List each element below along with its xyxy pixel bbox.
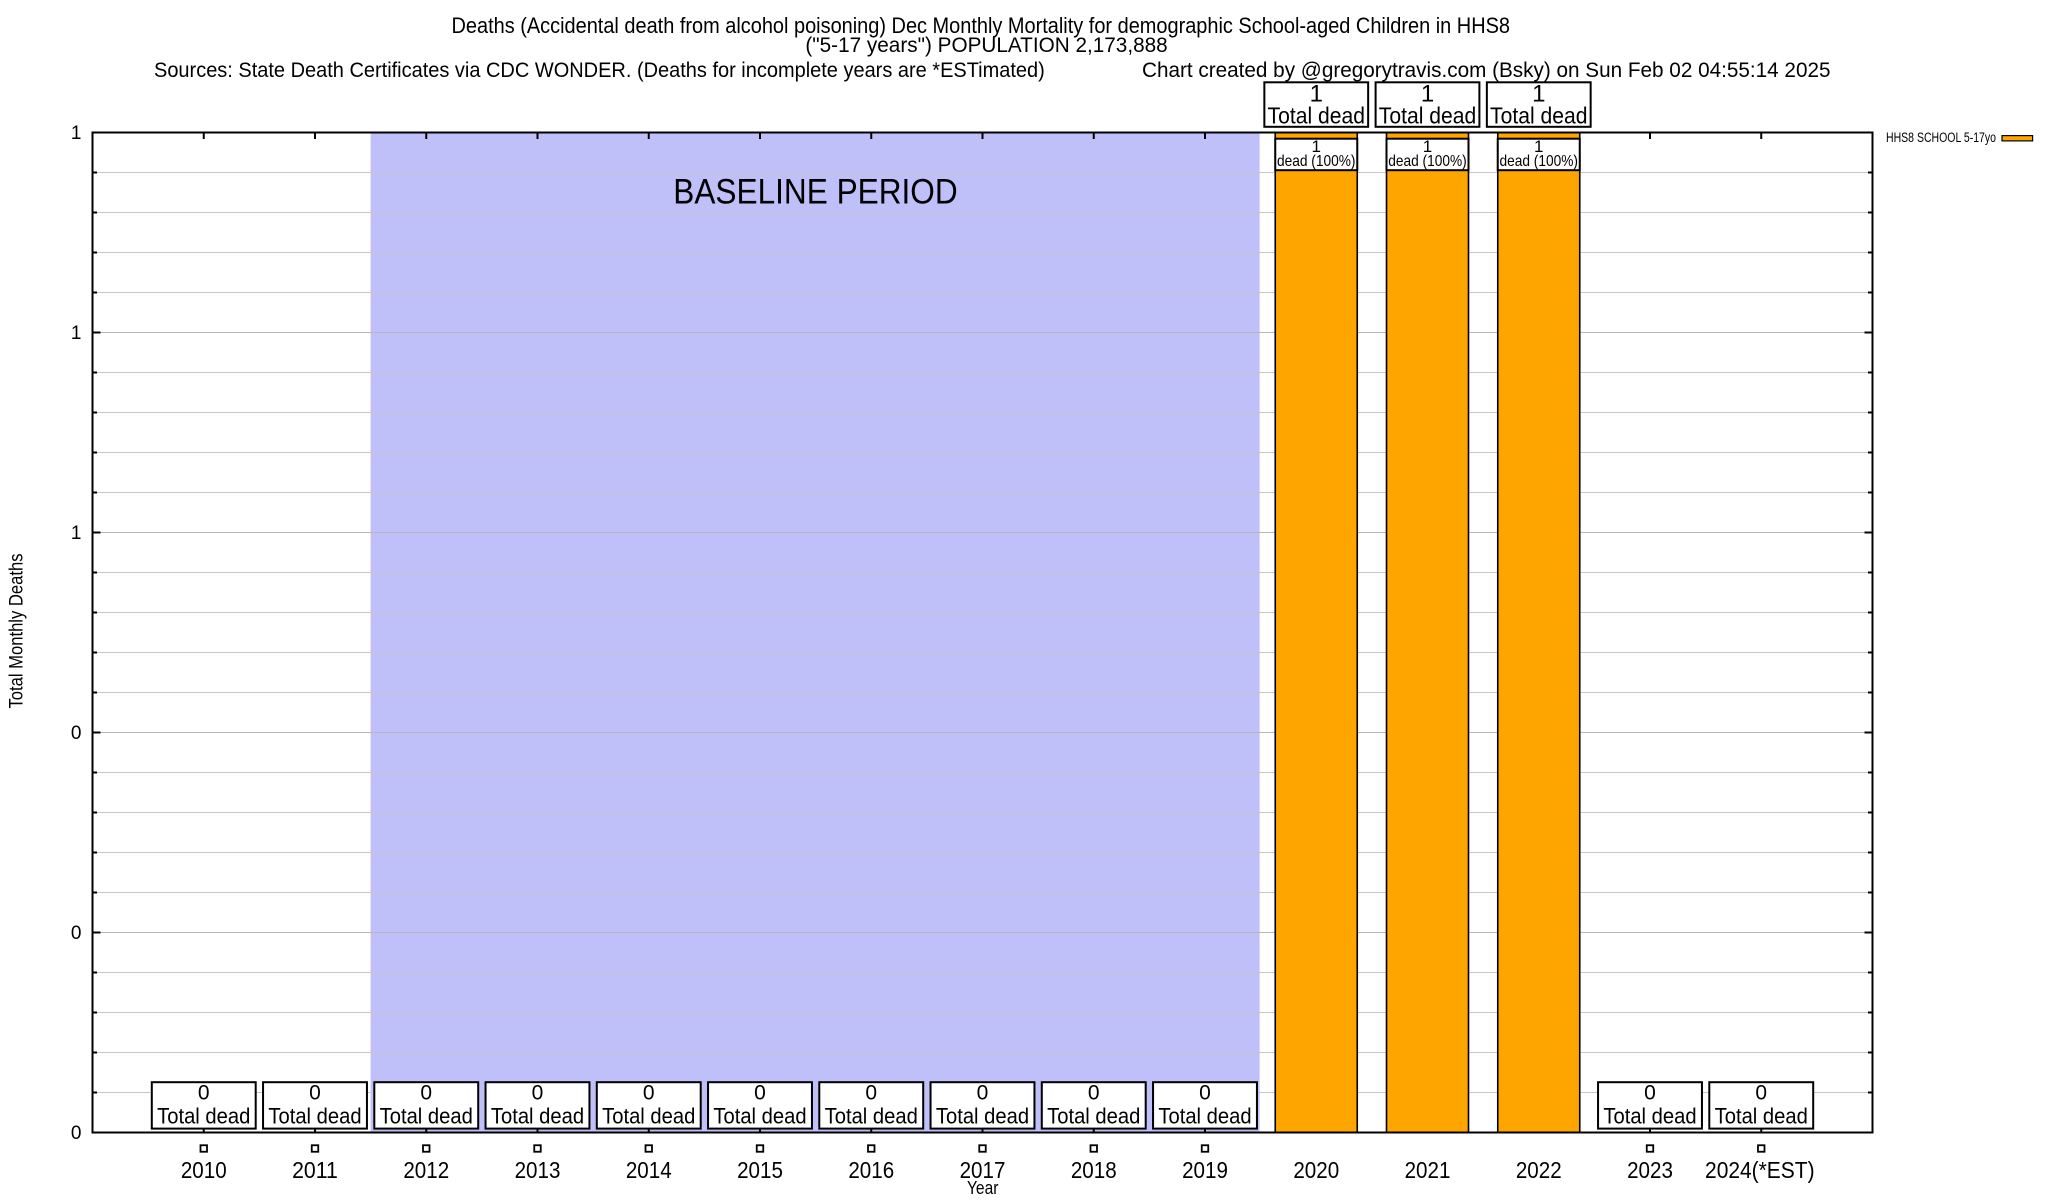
svg-text:Total dead: Total dead bbox=[157, 1104, 250, 1129]
svg-text:2011: 2011 bbox=[292, 1157, 338, 1183]
svg-text:1: 1 bbox=[71, 523, 82, 544]
svg-text:2019: 2019 bbox=[1182, 1157, 1228, 1183]
svg-text:Sources: State Death Certifica: Sources: State Death Certificates via CD… bbox=[154, 58, 1045, 82]
svg-text:0: 0 bbox=[71, 1123, 82, 1144]
svg-text:2023: 2023 bbox=[1627, 1157, 1673, 1183]
svg-text:2010: 2010 bbox=[181, 1157, 227, 1183]
svg-text:2015: 2015 bbox=[737, 1157, 783, 1183]
svg-text:BASELINE PERIOD: BASELINE PERIOD bbox=[673, 173, 957, 212]
svg-text:Total dead: Total dead bbox=[380, 1104, 473, 1129]
svg-text:0: 0 bbox=[71, 723, 82, 744]
svg-text:1: 1 bbox=[71, 323, 82, 344]
svg-text:2022: 2022 bbox=[1516, 1157, 1562, 1183]
svg-text:2012: 2012 bbox=[403, 1157, 449, 1183]
svg-text:2018: 2018 bbox=[1071, 1157, 1117, 1183]
svg-text:1: 1 bbox=[1532, 81, 1545, 108]
svg-text:Total dead: Total dead bbox=[1158, 1104, 1251, 1129]
svg-text:HHS8 SCHOOL 5-17yo: HHS8 SCHOOL 5-17yo bbox=[1886, 130, 1996, 145]
svg-text:Total dead: Total dead bbox=[825, 1104, 918, 1129]
svg-text:2016: 2016 bbox=[848, 1157, 894, 1183]
svg-text:0: 0 bbox=[71, 923, 82, 944]
svg-text:1: 1 bbox=[1312, 137, 1321, 156]
svg-text:Total dead: Total dead bbox=[713, 1104, 806, 1129]
svg-text:0: 0 bbox=[198, 1082, 210, 1105]
svg-text:("5-17 years") POPULATION 2,17: ("5-17 years") POPULATION 2,173,888 bbox=[805, 33, 1167, 57]
svg-text:Total dead: Total dead bbox=[268, 1104, 361, 1129]
svg-text:Total dead: Total dead bbox=[1268, 103, 1365, 129]
svg-text:2017: 2017 bbox=[960, 1157, 1006, 1183]
svg-text:1: 1 bbox=[1534, 137, 1543, 156]
svg-text:0: 0 bbox=[865, 1082, 877, 1105]
svg-text:Total dead: Total dead bbox=[1047, 1104, 1140, 1129]
svg-text:2014: 2014 bbox=[626, 1157, 672, 1183]
svg-text:Total dead: Total dead bbox=[1715, 1104, 1808, 1129]
svg-text:1: 1 bbox=[71, 123, 82, 144]
svg-text:0: 0 bbox=[754, 1082, 766, 1105]
svg-text:dead (100%): dead (100%) bbox=[1277, 153, 1356, 170]
svg-text:1: 1 bbox=[1423, 137, 1432, 156]
svg-text:2021: 2021 bbox=[1405, 1157, 1451, 1183]
svg-text:0: 0 bbox=[977, 1082, 989, 1105]
svg-text:Total dead: Total dead bbox=[1603, 1104, 1696, 1129]
svg-text:1: 1 bbox=[1421, 81, 1434, 108]
svg-text:Chart created by @gregorytravi: Chart created by @gregorytravis.com (Bsk… bbox=[1142, 58, 1831, 82]
svg-text:0: 0 bbox=[1755, 1082, 1767, 1105]
svg-text:2013: 2013 bbox=[515, 1157, 561, 1183]
svg-text:Total dead: Total dead bbox=[936, 1104, 1029, 1129]
svg-text:dead (100%): dead (100%) bbox=[1388, 153, 1467, 170]
svg-text:2024(*EST): 2024(*EST) bbox=[1705, 1157, 1815, 1183]
svg-text:2020: 2020 bbox=[1293, 1157, 1339, 1183]
svg-text:Deaths (Accidental death from: Deaths (Accidental death from alcohol po… bbox=[452, 13, 1511, 38]
svg-text:0: 0 bbox=[643, 1082, 655, 1105]
svg-text:Total dead: Total dead bbox=[1379, 103, 1476, 129]
svg-text:0: 0 bbox=[1644, 1082, 1656, 1105]
svg-text:dead (100%): dead (100%) bbox=[1500, 153, 1579, 170]
svg-text:Total dead: Total dead bbox=[1490, 103, 1587, 129]
svg-text:0: 0 bbox=[309, 1082, 321, 1105]
svg-text:0: 0 bbox=[1199, 1082, 1211, 1105]
svg-text:0: 0 bbox=[1088, 1082, 1100, 1105]
svg-text:1: 1 bbox=[1310, 81, 1323, 108]
svg-text:Year: Year bbox=[967, 1178, 998, 1198]
svg-text:Total Monthly Deaths: Total Monthly Deaths bbox=[7, 554, 28, 709]
svg-text:Total dead: Total dead bbox=[491, 1104, 584, 1129]
svg-text:Total dead: Total dead bbox=[602, 1104, 695, 1129]
svg-text:0: 0 bbox=[532, 1082, 544, 1105]
svg-text:0: 0 bbox=[420, 1082, 432, 1105]
